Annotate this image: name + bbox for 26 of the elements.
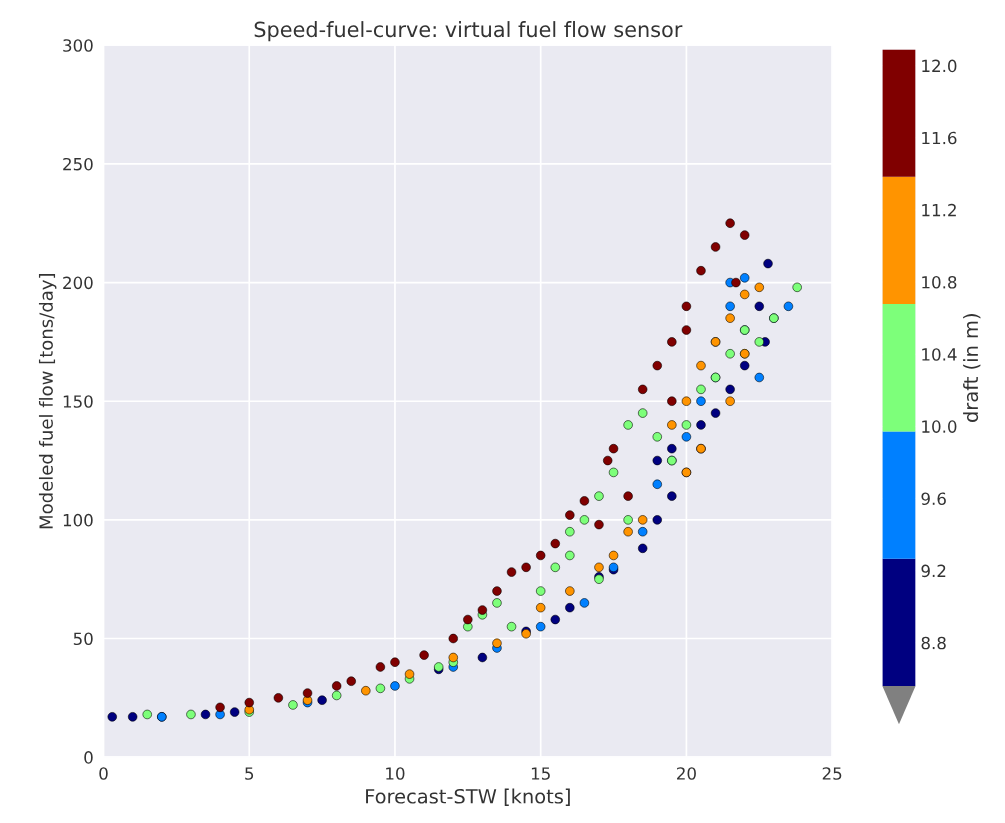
chart-title: Speed-fuel-curve: virtual fuel flow sensor <box>254 21 683 42</box>
color-bar-title: draft (in m) <box>963 314 981 422</box>
x-tick-label: 0 <box>99 767 108 780</box>
y-tick-label: 100 <box>63 513 93 527</box>
x-tick-label: 25 <box>822 767 842 780</box>
x-tick-label: 10 <box>386 767 405 780</box>
color-bar-label: 11.2 <box>922 203 956 217</box>
y-tick-label: 50 <box>73 632 93 646</box>
color-bar-label: 10.0 <box>922 420 957 433</box>
y-tick-label: 250 <box>63 157 93 171</box>
color-bar-label: 11.6 <box>922 131 957 145</box>
color-bar-label: 12.0 <box>922 59 957 73</box>
y-tick-label: 150 <box>63 395 93 408</box>
color-bar-label: 9.2 <box>921 564 946 578</box>
x-tick-label: 20 <box>677 767 696 780</box>
color-bar-label: 9.6 <box>921 492 946 506</box>
y-tick-label: 300 <box>63 39 93 52</box>
y-axis-title: Modeled fuel flow [tons/day] <box>38 274 57 529</box>
x-tick-label: 5 <box>245 767 254 780</box>
x-tick-label: 15 <box>531 767 550 780</box>
y-tick-label: 0 <box>84 751 93 764</box>
color-bar-label: 8.8 <box>921 636 946 650</box>
color-bar-label: 10.8 <box>922 276 957 289</box>
color-bar-label: 10.4 <box>922 348 957 361</box>
x-axis-title: Forecast-STW [knots] <box>366 788 570 806</box>
y-tick-label: 200 <box>63 276 93 290</box>
